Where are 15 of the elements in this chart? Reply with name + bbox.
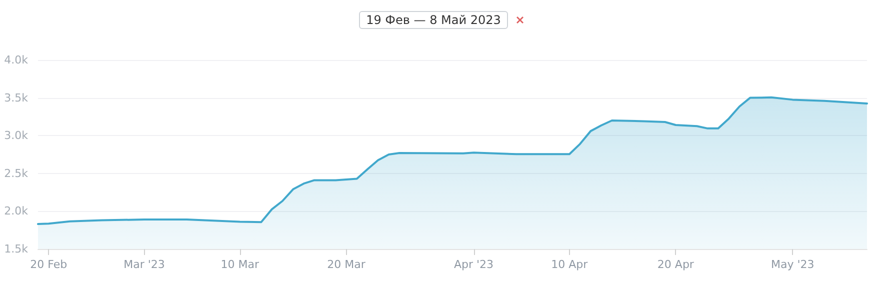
y-tick-label: 2.0k: [4, 204, 29, 218]
x-tick-label: May '23: [770, 258, 814, 271]
y-tick-label: 1.5k: [4, 242, 29, 256]
chart-title: 19 Фев — 8 Май 2023: [359, 11, 508, 29]
y-tick-label: 3.5k: [4, 91, 29, 104]
x-tick-label: 10 Apr: [551, 258, 588, 271]
y-tick-label: 3.0k: [4, 129, 29, 142]
y-tick-label: 2.5k: [4, 166, 29, 180]
y-tick-label: 4.0k: [4, 54, 29, 66]
x-tick-label: 10 Mar: [220, 258, 260, 271]
x-tick-label: Apr '23: [454, 258, 494, 271]
x-tick-label: 20 Apr: [657, 258, 694, 271]
x-tick-label: 20 Feb: [30, 258, 68, 271]
x-tick-label: 20 Mar: [327, 258, 366, 271]
x-tick-label: Mar '23: [124, 258, 165, 271]
